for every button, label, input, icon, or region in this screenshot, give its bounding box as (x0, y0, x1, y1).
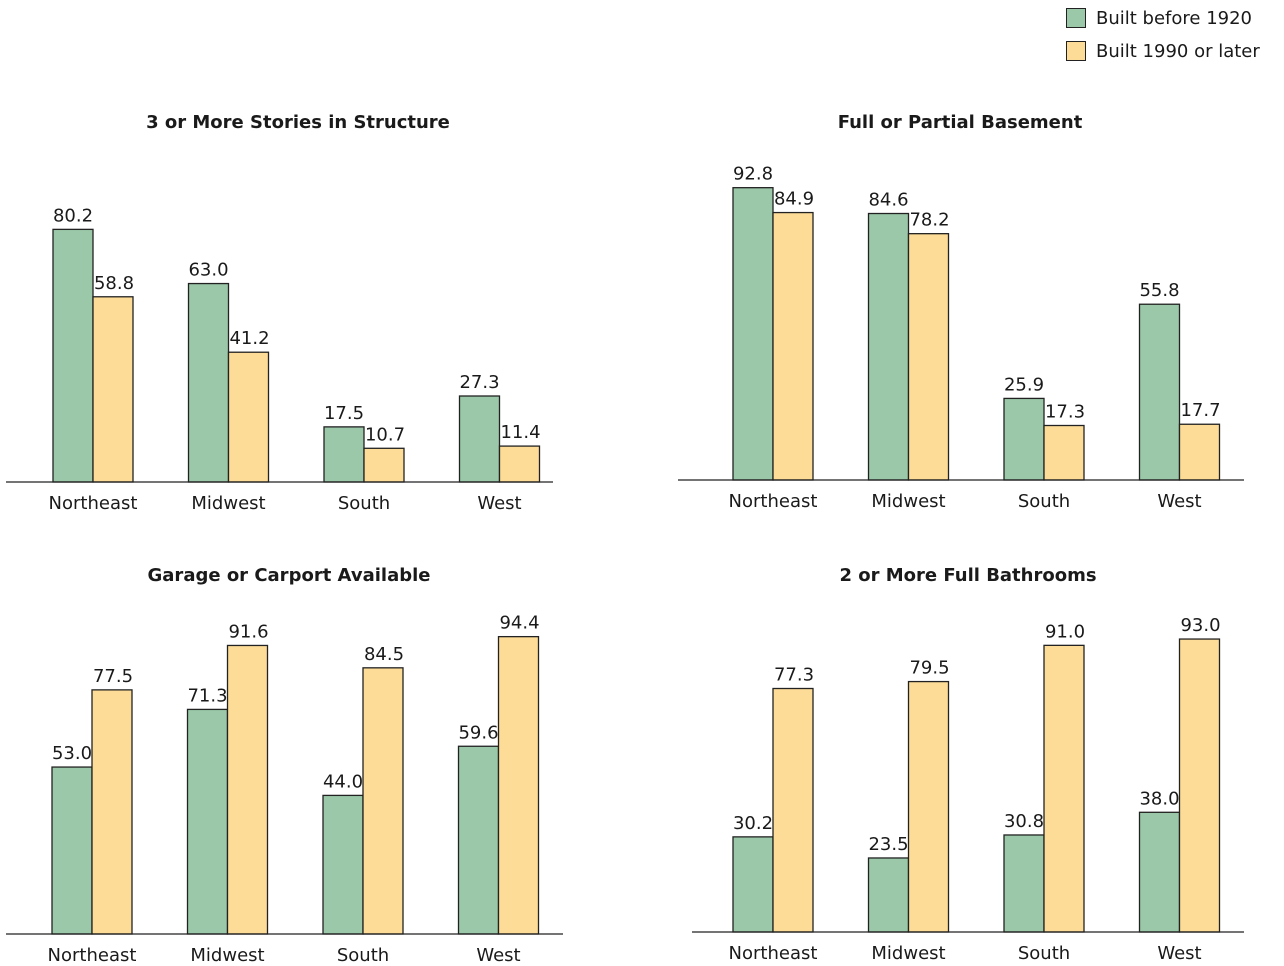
value-label-northeast-before-1920: 92.8 (733, 164, 773, 185)
bar-west-before-1920 (458, 395, 501, 483)
value-label-west-before-1920: 59.6 (458, 722, 498, 743)
value-label-midwest-1990-or-later: 41.2 (229, 328, 269, 349)
legend-item-before-1920: Built before 1920 (1066, 6, 1260, 30)
bar-south-before-1920 (1003, 397, 1045, 481)
chart-title: Full or Partial Basement (838, 112, 1083, 133)
x-tick-label-northeast: Northeast (729, 491, 818, 512)
x-tick-label-northeast: Northeast (49, 493, 138, 514)
x-tick-label-south: South (1018, 491, 1070, 512)
bar-northeast-before-1920 (51, 766, 93, 935)
x-tick-label-south: South (337, 945, 389, 966)
chart-panel-2-or-more-full-bathrooms: 2 or More Full Bathrooms 30.2 77.3 Northeas… (692, 565, 1244, 964)
x-tick-label-northeast: Northeast (729, 943, 818, 964)
x-tick-label-midwest: Midwest (191, 493, 265, 514)
bar-west-1990-or-later (1178, 423, 1221, 481)
value-label-midwest-before-1920: 23.5 (868, 834, 908, 855)
value-label-northeast-1990-or-later: 58.8 (94, 273, 134, 294)
bar-south-before-1920 (322, 794, 364, 935)
legend: Built before 1920 Built 1990 or later (1066, 6, 1260, 72)
x-tick-label-midwest: Midwest (190, 945, 264, 966)
x-tick-label-west: West (1157, 943, 1201, 964)
legend-label-1990-or-later: Built 1990 or later (1096, 40, 1260, 62)
bar-northeast-1990-or-later (92, 296, 134, 483)
bar-west-before-1920 (457, 745, 500, 935)
value-label-west-before-1920: 55.8 (1139, 280, 1179, 301)
bar-midwest-before-1920 (186, 708, 229, 935)
bar-midwest-before-1920 (867, 857, 910, 933)
bar-west-1990-or-later (1178, 638, 1221, 933)
bar-midwest-1990-or-later (227, 351, 270, 483)
legend-swatch-before-1920 (1066, 8, 1086, 28)
value-label-west-before-1920: 27.3 (459, 372, 499, 393)
value-label-midwest-before-1920: 63.0 (188, 260, 228, 281)
value-label-northeast-1990-or-later: 77.5 (93, 666, 133, 687)
x-tick-label-midwest: Midwest (871, 491, 945, 512)
bar-south-before-1920 (323, 426, 365, 483)
bar-northeast-before-1920 (732, 836, 774, 933)
value-label-west-1990-or-later: 94.4 (499, 613, 539, 634)
value-label-midwest-1990-or-later: 78.2 (909, 210, 949, 231)
bar-south-1990-or-later (363, 447, 405, 483)
value-label-midwest-before-1920: 71.3 (187, 685, 227, 706)
x-tick-label-west: West (1157, 491, 1201, 512)
legend-item-1990-or-later: Built 1990 or later (1066, 39, 1260, 63)
chart-panel-garage-or-carport-available: Garage or Carport Available 53.0 77.5 North… (6, 565, 563, 966)
value-label-south-1990-or-later: 17.3 (1045, 402, 1085, 423)
bar-northeast-1990-or-later (772, 687, 814, 933)
x-tick-label-west: West (477, 493, 521, 514)
bar-south-1990-or-later (362, 667, 404, 935)
x-tick-label-west: West (476, 945, 520, 966)
bar-northeast-before-1920 (52, 228, 94, 483)
bar-northeast-1990-or-later (91, 689, 133, 935)
value-label-west-1990-or-later: 93.0 (1180, 615, 1220, 636)
value-label-west-1990-or-later: 17.7 (1180, 400, 1220, 421)
bar-midwest-before-1920 (867, 212, 910, 481)
value-label-south-before-1920: 25.9 (1004, 374, 1044, 395)
value-label-south-1990-or-later: 84.5 (364, 644, 404, 665)
value-label-south-before-1920: 17.5 (324, 403, 364, 424)
bar-northeast-before-1920 (732, 187, 774, 481)
bar-south-1990-or-later (1043, 424, 1085, 481)
value-label-northeast-before-1920: 30.2 (733, 813, 773, 834)
value-label-south-1990-or-later: 91.0 (1045, 621, 1085, 642)
x-tick-label-midwest: Midwest (871, 943, 945, 964)
chart-title: 2 or More Full Bathrooms (839, 565, 1096, 586)
bar-west-1990-or-later (497, 635, 540, 935)
bar-midwest-1990-or-later (907, 680, 950, 933)
bar-northeast-1990-or-later (772, 211, 814, 481)
value-label-south-1990-or-later: 10.7 (365, 424, 405, 445)
value-label-northeast-before-1920: 80.2 (53, 205, 93, 226)
x-tick-label-northeast: Northeast (48, 945, 137, 966)
value-label-west-before-1920: 38.0 (1139, 788, 1179, 809)
bar-midwest-before-1920 (187, 282, 230, 483)
chart-panel-3-or-more-stories-in-structure: 3 or More Stories in Structure 80.2 58.8 No… (6, 112, 553, 514)
value-label-midwest-1990-or-later: 91.6 (228, 621, 268, 642)
bar-west-1990-or-later (498, 445, 541, 483)
x-tick-label-south: South (1018, 943, 1070, 964)
bar-south-1990-or-later (1043, 644, 1085, 933)
x-tick-label-south: South (338, 493, 390, 514)
chart-title: 3 or More Stories in Structure (146, 112, 450, 133)
value-label-west-1990-or-later: 11.4 (500, 422, 540, 443)
legend-label-before-1920: Built before 1920 (1096, 7, 1252, 29)
chart-title: Garage or Carport Available (148, 565, 431, 586)
value-label-northeast-1990-or-later: 77.3 (774, 665, 814, 686)
bar-midwest-1990-or-later (907, 233, 950, 481)
value-label-south-before-1920: 30.8 (1004, 811, 1044, 832)
bar-midwest-1990-or-later (226, 644, 269, 935)
bar-west-before-1920 (1138, 303, 1181, 481)
bar-west-before-1920 (1138, 811, 1181, 933)
value-label-south-before-1920: 44.0 (323, 771, 363, 792)
legend-swatch-1990-or-later (1066, 41, 1086, 61)
value-label-northeast-1990-or-later: 84.9 (774, 189, 814, 210)
value-label-midwest-1990-or-later: 79.5 (909, 658, 949, 679)
bar-south-before-1920 (1003, 834, 1045, 933)
value-label-midwest-before-1920: 84.6 (868, 190, 908, 211)
value-label-northeast-before-1920: 53.0 (52, 743, 92, 764)
chart-panel-full-or-partial-basement: Full or Partial Basement 92.884.9 Northeas… (678, 112, 1244, 512)
